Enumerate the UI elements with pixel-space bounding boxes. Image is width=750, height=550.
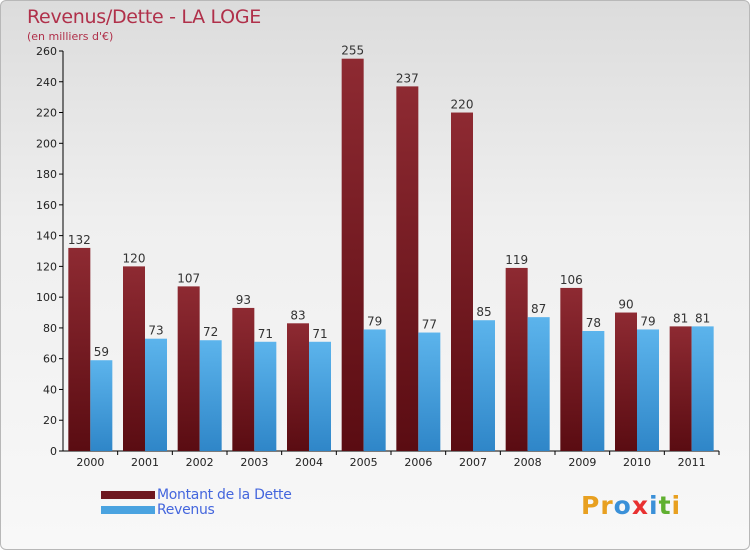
- bar-revenus: [309, 341, 331, 451]
- data-label: 72: [203, 325, 218, 339]
- data-label: 255: [341, 44, 364, 58]
- data-label: 120: [123, 251, 146, 265]
- y-tick-label: 200: [36, 137, 57, 150]
- data-label: 73: [148, 324, 163, 338]
- bar-revenus: [145, 338, 167, 451]
- logo-letter: i: [671, 491, 682, 520]
- chart-data-labels: 132 59 120 73 107 72 93 71 83 71 255 79 237 77 220 85 11…: [68, 44, 710, 360]
- y-tick-label: 60: [43, 353, 57, 366]
- y-tick-label: 260: [36, 45, 57, 58]
- x-tick-label: 2008: [514, 456, 542, 469]
- y-tick-label: 80: [43, 322, 57, 335]
- data-label: 107: [177, 271, 200, 285]
- data-label: 59: [94, 345, 109, 359]
- bar-revenus: [527, 317, 550, 451]
- x-tick-label: 2003: [240, 456, 268, 469]
- bar-dette: [615, 312, 637, 451]
- data-label: 81: [695, 311, 710, 325]
- data-label: 85: [476, 305, 491, 319]
- data-label: 81: [673, 311, 688, 325]
- legend-item-dette: Montant de la Dette: [101, 486, 292, 503]
- bar-revenus: [637, 329, 659, 451]
- data-label: 237: [396, 71, 419, 85]
- chart-bars: [68, 58, 714, 452]
- data-label: 87: [531, 302, 546, 316]
- data-label: 119: [505, 253, 528, 267]
- logo-letter: i: [649, 491, 659, 520]
- bar-dette: [451, 112, 473, 452]
- y-tick-label: 120: [36, 260, 57, 273]
- x-tick-label: 2007: [459, 456, 487, 469]
- data-label: 79: [367, 314, 382, 328]
- data-label: 79: [640, 314, 655, 328]
- bar-dette: [396, 86, 419, 451]
- bar-dette: [68, 247, 91, 451]
- chart-legend: Montant de la Dette Revenus: [101, 486, 292, 518]
- y-tick-label: 0: [50, 445, 57, 458]
- y-tick-label: 100: [36, 291, 57, 304]
- x-tick-label: 2001: [131, 456, 159, 469]
- data-label: 106: [560, 273, 583, 287]
- bar-revenus: [473, 320, 495, 451]
- bar-revenus: [691, 326, 714, 451]
- bar-dette: [177, 286, 200, 451]
- legend-item-revenus: Revenus: [101, 501, 292, 518]
- y-tick-label: 240: [36, 76, 57, 89]
- y-tick-label: 220: [36, 107, 57, 120]
- data-label: 220: [451, 98, 474, 112]
- data-label: 77: [422, 318, 437, 332]
- y-tick-label: 140: [36, 230, 57, 243]
- data-label: 71: [258, 327, 273, 341]
- bar-dette: [287, 323, 309, 451]
- logo-letter: P: [581, 491, 601, 520]
- x-tick-label: 2005: [350, 456, 378, 469]
- logo-letter: o: [613, 491, 632, 520]
- x-tick-label: 2011: [678, 456, 706, 469]
- bar-revenus: [90, 360, 113, 451]
- logo-letter: r: [600, 491, 614, 520]
- x-tick-label: 2006: [404, 456, 432, 469]
- logo-letter: t: [658, 491, 672, 520]
- chart-title: Revenus/Dette - LA LOGE: [27, 6, 261, 28]
- y-tick-label: 160: [36, 199, 57, 212]
- data-label: 132: [68, 233, 91, 247]
- x-tick-label: 2009: [568, 456, 596, 469]
- chart-subtitle: (en milliers d'€): [27, 30, 114, 43]
- legend-label-revenus: Revenus: [157, 501, 215, 518]
- bar-revenus: [363, 329, 386, 451]
- bar-dette: [341, 58, 364, 451]
- y-tick-label: 20: [43, 414, 57, 427]
- data-label: 83: [290, 308, 305, 322]
- bar-revenus: [582, 331, 605, 451]
- bar-dette: [560, 287, 583, 451]
- chart-axes: 0 20 40 60 80 100 120 140 160 180 200 220 240 260 2000…: [36, 45, 720, 469]
- logo-letter: x: [631, 491, 649, 520]
- x-tick-label: 2002: [186, 456, 214, 469]
- legend-swatch-dette: [101, 490, 155, 499]
- x-tick-label: 2010: [623, 456, 651, 469]
- bar-revenus: [254, 341, 277, 451]
- legend-label-dette: Montant de la Dette: [157, 486, 292, 503]
- proxiti-logo: Proxiti: [581, 491, 681, 520]
- bar-dette: [232, 307, 255, 451]
- data-label: 71: [312, 327, 327, 341]
- data-label: 78: [586, 316, 601, 330]
- bar-dette: [669, 326, 692, 451]
- legend-swatch-revenus: [101, 505, 155, 514]
- bar-revenus: [199, 340, 222, 451]
- data-label: 93: [236, 293, 251, 307]
- bar-dette: [123, 266, 145, 451]
- bar-dette: [505, 267, 528, 451]
- y-tick-label: 40: [43, 383, 57, 396]
- bar-revenus: [418, 332, 441, 451]
- x-tick-label: 2004: [295, 456, 323, 469]
- y-tick-label: 180: [36, 168, 57, 181]
- x-tick-label: 2000: [76, 456, 104, 469]
- data-label: 90: [618, 298, 633, 312]
